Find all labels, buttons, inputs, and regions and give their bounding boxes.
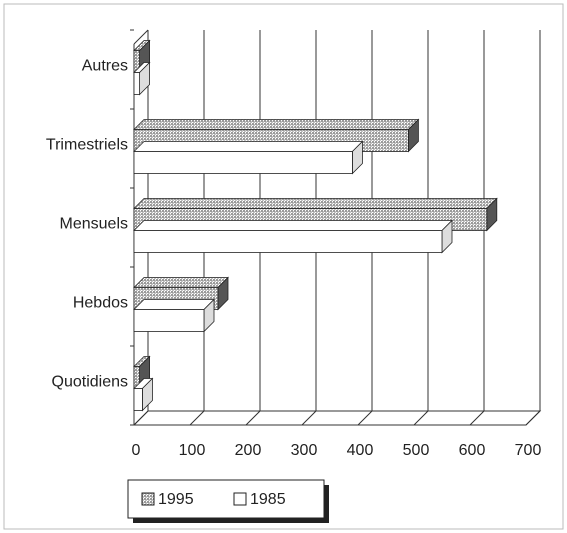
bar-front: [133, 72, 140, 95]
x-tick-label: 400: [347, 442, 374, 459]
y-tick-label: Trimestriels: [46, 137, 128, 154]
bar-front: [133, 309, 205, 332]
x-tick-label: 100: [179, 442, 206, 459]
x-tick-label: 600: [459, 442, 486, 459]
legend-swatch: [233, 492, 247, 506]
bar: [133, 140, 364, 175]
grid-line: [357, 30, 373, 426]
frame: [3, 3, 564, 530]
y-tick-label: Hebdos: [73, 295, 128, 312]
bar-top: [133, 119, 420, 130]
x-tick-label: 0: [132, 442, 141, 459]
bar-front: [133, 230, 443, 253]
y-tick-label: Quotidiens: [52, 374, 129, 391]
floor: [132, 410, 542, 426]
x-tick-label: 200: [235, 442, 262, 459]
bar-top: [133, 277, 229, 288]
grid-line: [525, 30, 541, 426]
bar: [133, 219, 453, 254]
y-tick-label: Autres: [82, 58, 128, 75]
grid-line: [469, 30, 485, 426]
wall-top: [133, 29, 149, 45]
x-tick-label: 500: [403, 442, 430, 459]
bar: [133, 61, 151, 96]
legend: [127, 479, 325, 519]
legend-swatch: [141, 492, 155, 506]
bar-front: [133, 388, 143, 411]
bar-front: [133, 151, 353, 174]
bar-top: [133, 141, 364, 152]
bar: [133, 298, 215, 333]
x-tick-label: 700: [515, 442, 542, 459]
x-tick-label: 300: [291, 442, 318, 459]
legend-label: 1995: [158, 491, 194, 508]
bar-top: [133, 198, 498, 209]
bar-top: [133, 299, 215, 310]
grid-line: [413, 30, 429, 426]
bar: [133, 377, 154, 412]
bar-top: [133, 220, 453, 231]
y-tick-label: Mensuels: [60, 216, 128, 233]
legend-label: 1985: [250, 491, 286, 508]
